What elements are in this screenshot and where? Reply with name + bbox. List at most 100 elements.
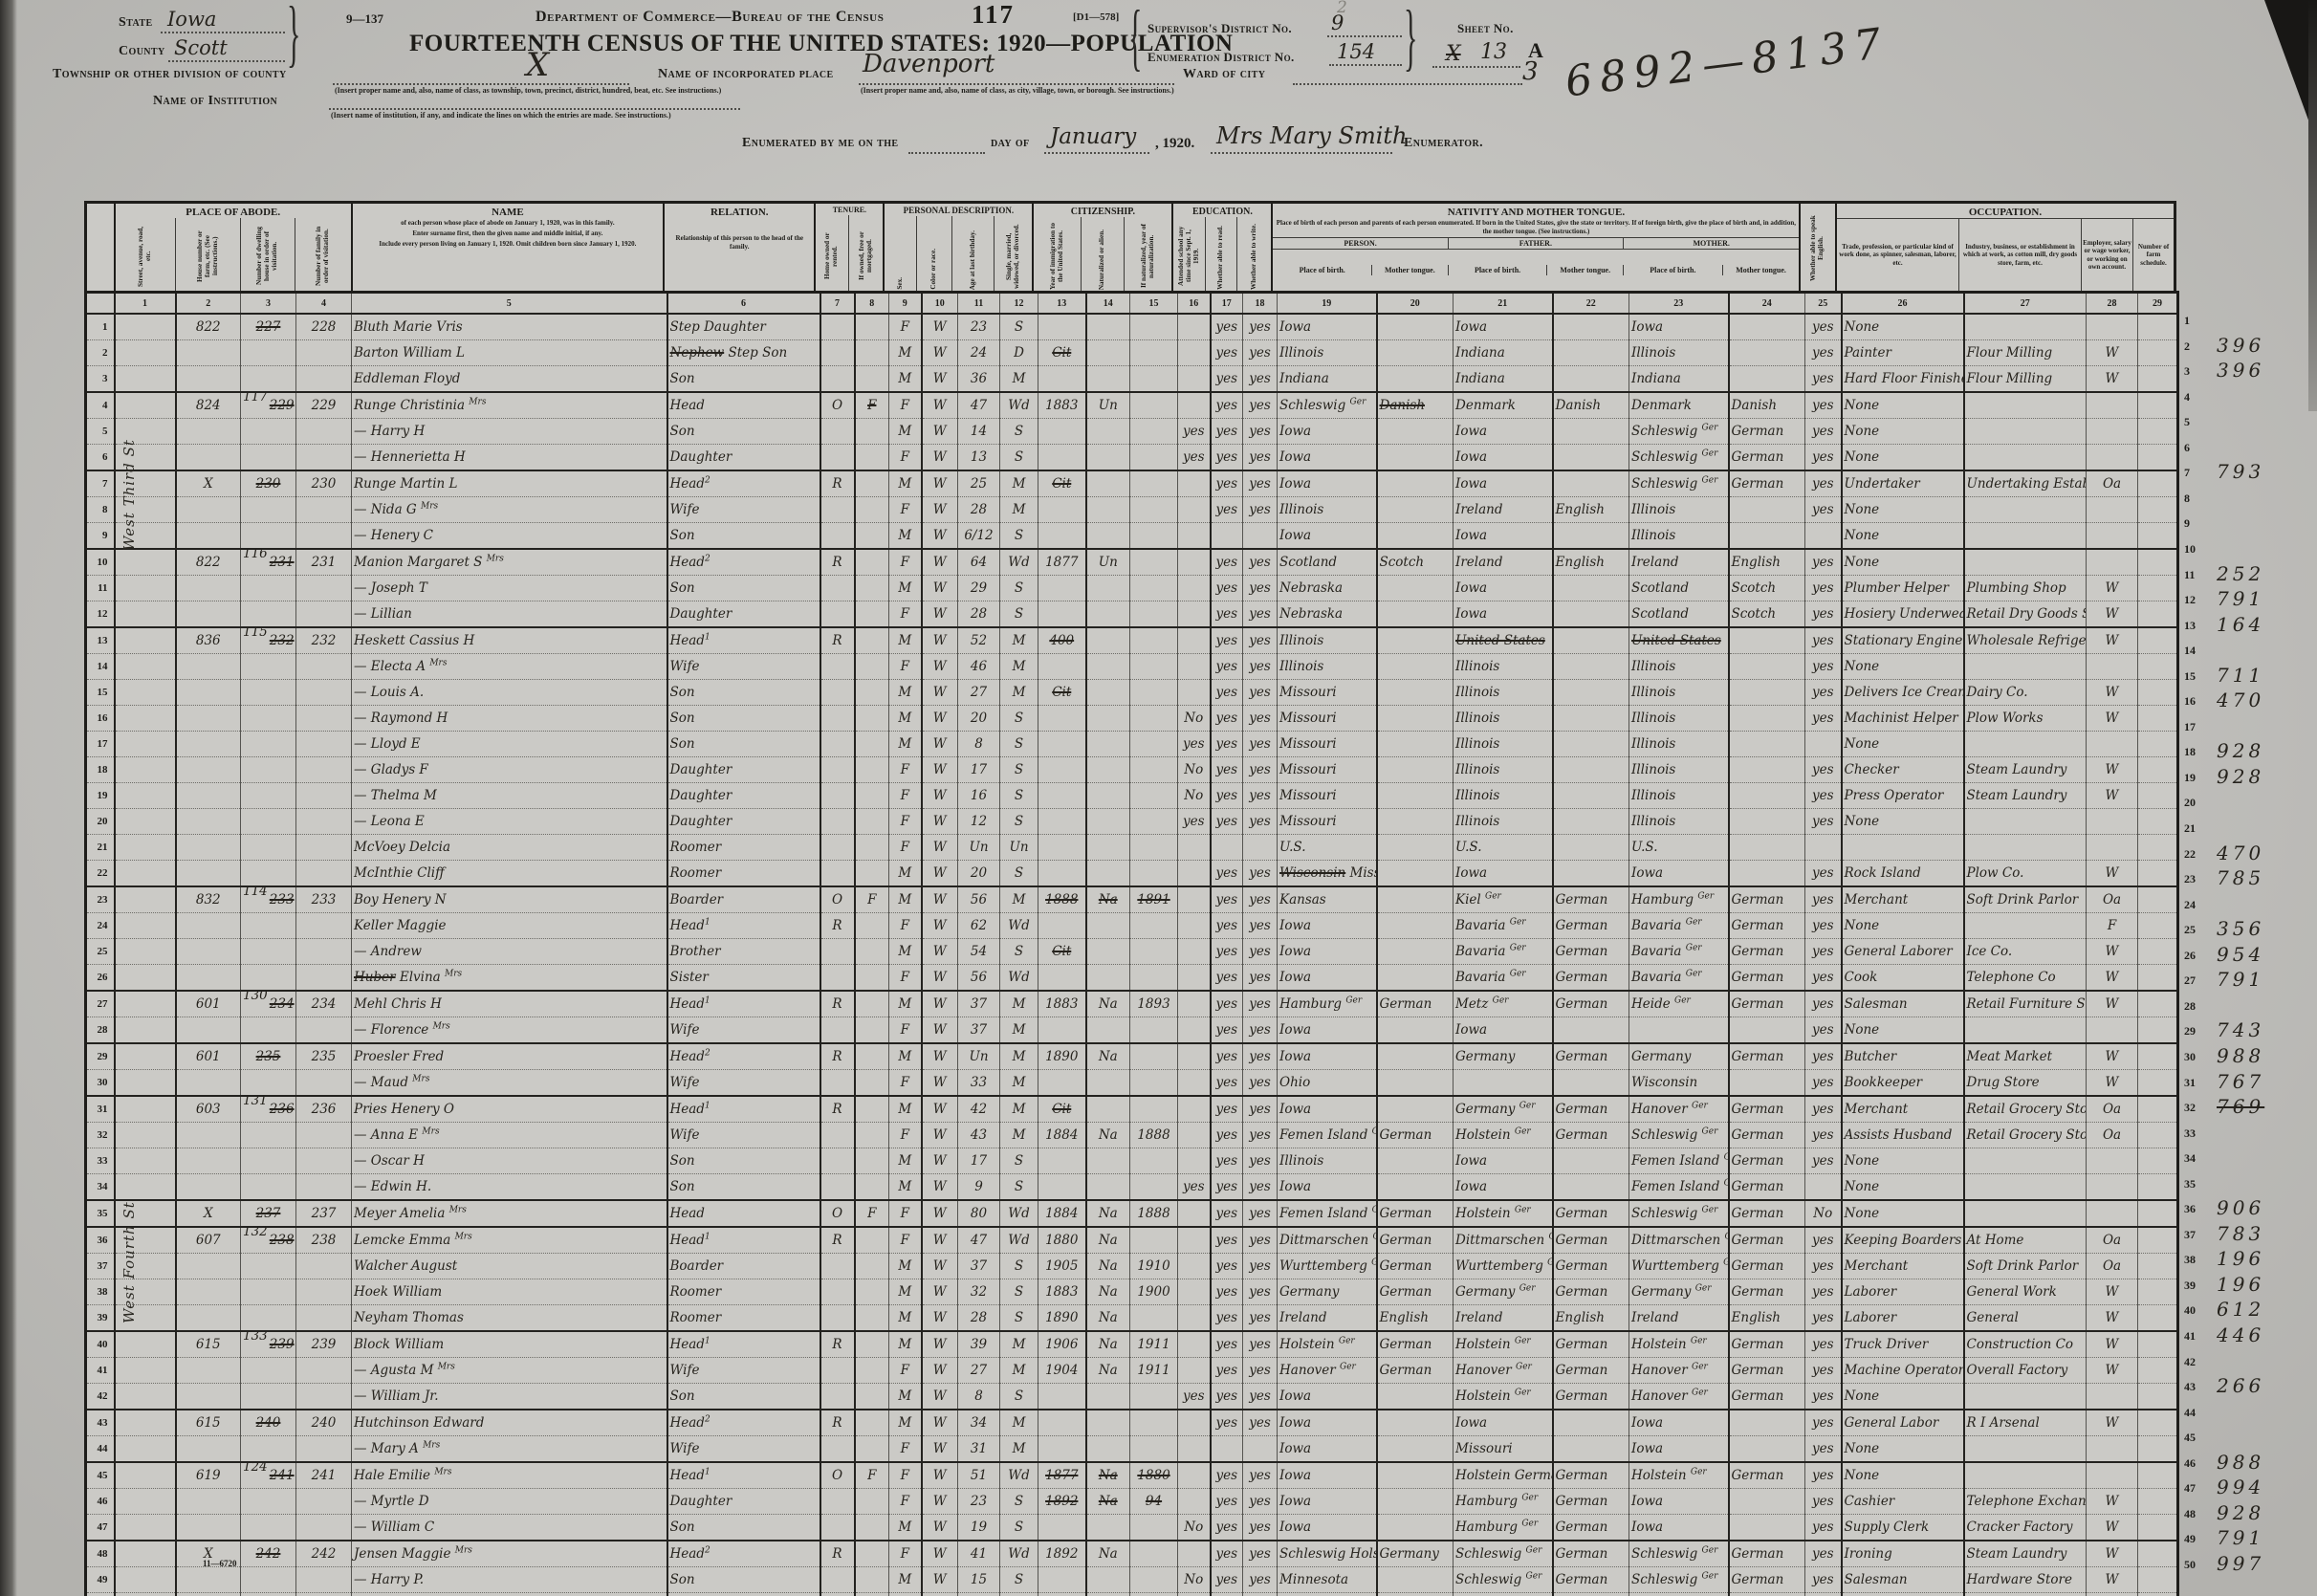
cell-ft (1552, 1435, 1629, 1462)
cell-t8 (854, 1357, 889, 1384)
cell-mt (1728, 365, 1805, 392)
cell-dwelling: 116231 (240, 549, 296, 576)
cell-t8 (854, 549, 889, 576)
cell-house (175, 938, 241, 965)
cell-house (175, 912, 241, 939)
cell-family (295, 575, 352, 601)
cell-name: — Electa A Mrs (351, 653, 668, 680)
cell-school: yes (1177, 1173, 1212, 1200)
cell-t8 (854, 1279, 889, 1305)
cell-t7 (820, 1357, 856, 1384)
cell-mt: German (1728, 1331, 1805, 1358)
cell-fb: Holstein Germany (1453, 1462, 1554, 1489)
cell-street (114, 365, 177, 392)
cell-ind: Meat Market (1963, 1043, 2087, 1070)
cell-write: yes (1242, 1253, 1278, 1279)
cell-family (295, 938, 352, 965)
cell-farm (2137, 1122, 2178, 1148)
census-row-47: 47— William C Son M W 19 S No yes yes Iowa Hamburg… (85, 1514, 2178, 1541)
cell-natyr (1129, 653, 1178, 680)
cell-ind: Overall Factory (1963, 1357, 2087, 1384)
col-house-header: House number or farm, etc. (See instruct… (195, 230, 219, 282)
right-line-number: 47 (2184, 1481, 2196, 1495)
cell-family (295, 1253, 352, 1279)
line-number: 40 (85, 1331, 116, 1358)
col-school-header: Attended school any time since Sept. 1, … (1176, 226, 1200, 287)
cell-fb: Illinois (1453, 808, 1554, 835)
cell-dwelling: 230 (240, 470, 296, 497)
cell-house (175, 1357, 241, 1384)
cell-farm (2137, 575, 2178, 601)
cell-dwelling: 132238 (240, 1227, 296, 1254)
cell-school (1177, 964, 1212, 991)
cell-age: 20 (957, 705, 1000, 732)
margin-number: 396 (2217, 359, 2265, 382)
cell-dwelling (240, 1304, 296, 1331)
cell-natyr (1129, 601, 1178, 627)
cell-fb: U.S. (1453, 834, 1554, 861)
cell-dwelling (240, 860, 296, 886)
cell-imm: 1877 (1038, 1462, 1087, 1489)
column-number: 14 (1085, 292, 1130, 314)
cell-family (295, 601, 352, 627)
column-number: 2 (175, 292, 241, 314)
cell-t7: O (820, 886, 856, 913)
cell-farm (2137, 1227, 2178, 1254)
cell-street (114, 1514, 177, 1541)
cell-age: 9 (957, 1173, 1000, 1200)
margin-number: 791 (2217, 1526, 2265, 1549)
right-line-number: 49 (2184, 1532, 2196, 1545)
cell-rel: Head1 (667, 1227, 821, 1254)
cell-mb: U.S. (1628, 834, 1730, 861)
cell-ind: Telephone Co (1963, 964, 2087, 991)
cell-read: yes (1210, 1592, 1243, 1596)
cell-t8 (854, 1173, 889, 1200)
cell-pt (1376, 756, 1454, 783)
cell-pb: Scotland (1277, 549, 1378, 576)
cell-imm (1038, 418, 1087, 445)
cell-ft (1552, 782, 1629, 809)
cell-sex: F (888, 496, 923, 523)
cell-write: yes (1242, 1043, 1278, 1070)
cell-sex: F (888, 392, 923, 419)
cell-mt (1728, 339, 1805, 366)
cell-school (1177, 1304, 1212, 1331)
cell-read: yes (1210, 756, 1243, 783)
cell-imm: Cit (1038, 938, 1087, 965)
cell-family (295, 444, 352, 470)
cell-fb: Iowa (1453, 444, 1554, 470)
cell-sex: M (888, 991, 923, 1017)
cell-oc: None (1841, 549, 1965, 576)
cell-emp: W (2086, 575, 2138, 601)
cell-sex: M (888, 731, 923, 757)
cell-sex: F (888, 1435, 923, 1462)
cell-ind: Dairy Co. (1963, 679, 2087, 706)
cell-t8 (854, 1541, 889, 1567)
cell-fb: Schleswig Ger (1453, 1592, 1554, 1596)
cell-rel: Son (667, 731, 821, 757)
cell-pt (1376, 705, 1454, 732)
census-row-37: 37 Walcher August Boarder M W 37 S 1905 Na 1910 ye… (85, 1253, 2178, 1279)
cell-oc: Delivers Ice Cream (1841, 679, 1965, 706)
cell-house (175, 860, 241, 886)
cell-t8 (854, 1435, 889, 1462)
col-read-header: Whether able to read. (1215, 226, 1224, 290)
enumeration-label: Enumeration District No. (1148, 50, 1295, 64)
cell-pt: German (1376, 1357, 1454, 1384)
right-line-number: 21 (2184, 821, 2196, 835)
cell-age: 23 (957, 314, 1000, 340)
cell-family (295, 834, 352, 861)
cell-family: 236 (295, 1096, 352, 1123)
cell-mb: Illinois (1628, 731, 1730, 757)
cell-farm (2137, 1069, 2178, 1096)
cell-dwelling: 117229 (240, 392, 296, 419)
cell-english: yes (1804, 886, 1843, 913)
cell-fb: Holstein Ger (1453, 1200, 1554, 1227)
cell-name: — Oscar H (351, 1148, 668, 1174)
cell-read: yes (1210, 1253, 1243, 1279)
cell-street (114, 1410, 177, 1436)
cell-t7 (820, 1148, 856, 1174)
cell-rel: Son (667, 1173, 821, 1200)
cell-dwelling: 227 (240, 314, 296, 340)
cell-ind: Retail Grocery Store (1963, 1096, 2087, 1123)
